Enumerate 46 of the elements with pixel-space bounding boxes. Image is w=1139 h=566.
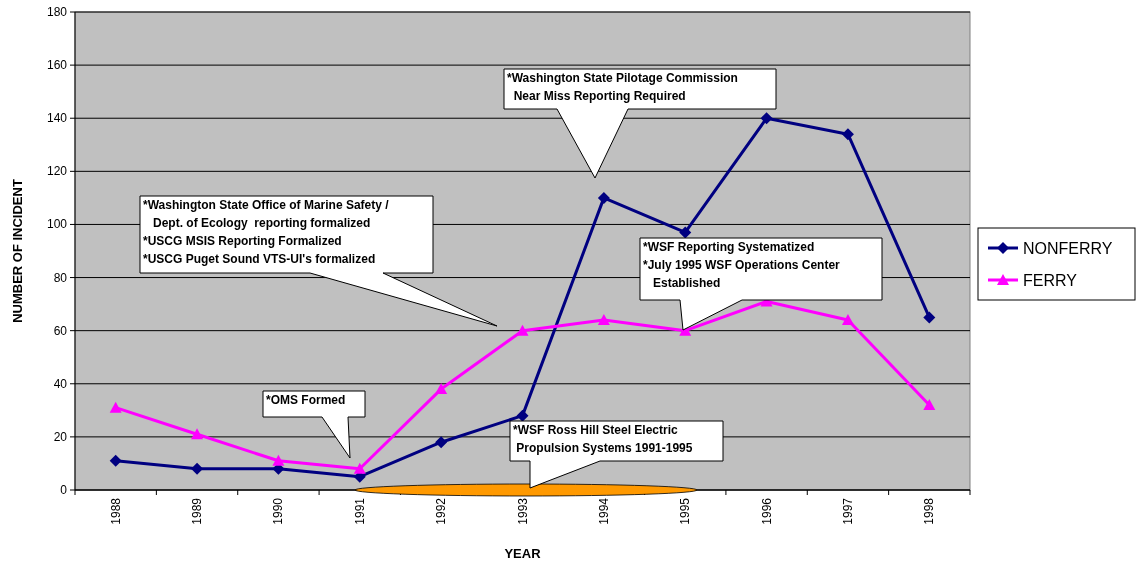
point: [923, 311, 936, 324]
x-tick-label: 1996: [759, 497, 774, 525]
point: [923, 399, 936, 411]
point: [597, 314, 610, 326]
y-axis-title: NUMBER OF INCIDENT: [10, 179, 25, 323]
annotation: *WSF Reporting Systematized *July 1995 WSF Operations Center Established: [643, 240, 841, 290]
y-tick-label: 120: [46, 164, 68, 179]
point: [679, 226, 692, 239]
point: [353, 462, 366, 474]
point: [760, 112, 773, 125]
x-tick-label: 1992: [434, 497, 449, 525]
y-tick-label: 180: [46, 5, 68, 19]
legend-label: FERRY: [1023, 272, 1078, 289]
y-tick-label: 80: [53, 270, 68, 285]
y-tick-label: 140: [46, 111, 68, 126]
x-tick-label: 1997: [840, 497, 855, 525]
annotation: *OMS Formed: [266, 393, 346, 407]
y-tick-label: 0: [60, 483, 68, 497]
point: [841, 314, 854, 326]
x-tick-label: 1993: [515, 497, 530, 525]
x-tick-label: 1994: [596, 497, 611, 525]
y-tick-label: 100: [46, 217, 68, 232]
annotation: *Washington State Pilotage Commission Near Miss Reporting Required: [507, 71, 738, 103]
x-tick-label: 1998: [922, 497, 937, 525]
point: [841, 128, 854, 141]
x-tick-label: 1989: [190, 497, 205, 525]
point: [516, 409, 529, 422]
point: [272, 454, 285, 466]
y-tick-label: 20: [53, 429, 68, 444]
y-tick-label: 160: [46, 58, 68, 73]
x-tick-label: 1995: [678, 497, 693, 525]
annotation: *Washington State Office of Marine Safety / Dept. of Ecology reporting formalized *USCG MSIS Reporting Formalized *USCG Puget Sound VTS-UI's formalized: [143, 198, 390, 266]
x-tick-label: 1990: [271, 497, 286, 525]
y-tick-label: 40: [53, 376, 68, 391]
x-axis-title: YEAR: [504, 546, 542, 561]
x-tick-label: 1991: [352, 497, 367, 525]
point: [435, 383, 448, 395]
legend-label: NONFERRY: [1023, 240, 1113, 257]
y-tick-label: 60: [53, 323, 68, 338]
annotation: *WSF Ross Hill Steel Electric Propulsion Systems 1991-1995: [513, 423, 693, 455]
x-tick-label: 1988: [108, 497, 123, 525]
point: [435, 436, 448, 449]
point: [597, 191, 610, 204]
point: [109, 401, 122, 413]
point: [191, 428, 204, 440]
point: [109, 454, 122, 467]
